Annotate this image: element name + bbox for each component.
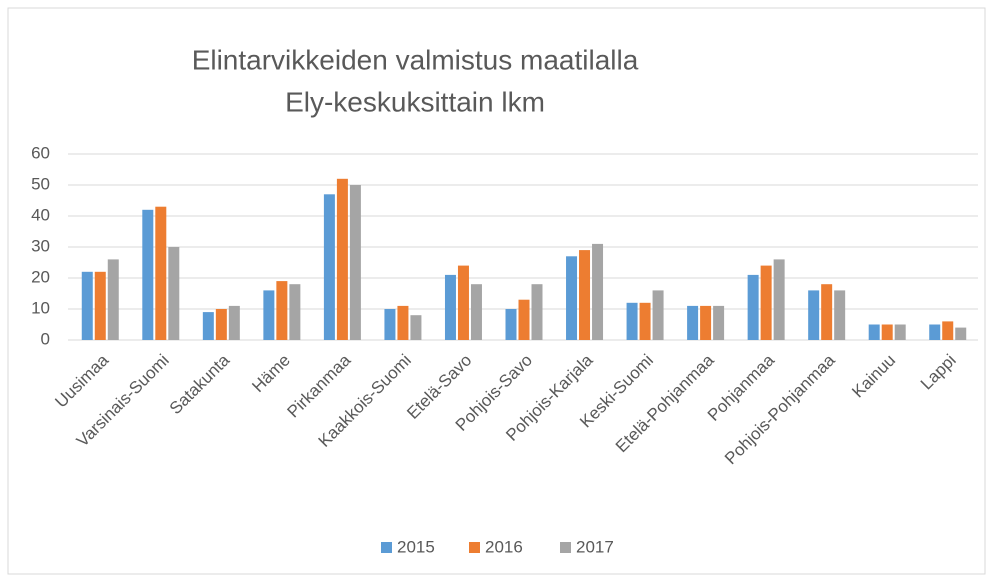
bar — [505, 309, 517, 340]
bar — [289, 284, 301, 340]
bar — [228, 305, 240, 340]
bar — [107, 259, 119, 340]
bar — [457, 265, 469, 340]
bar — [81, 271, 93, 340]
bar — [808, 290, 820, 340]
y-tick-label: 30 — [31, 236, 50, 255]
bar — [566, 256, 578, 340]
bar — [592, 243, 604, 340]
bar — [626, 302, 638, 340]
bar — [579, 250, 591, 340]
chart-title: Elintarvikkeiden valmistus maatilalla — [192, 44, 639, 75]
bar — [531, 284, 543, 340]
bar — [834, 290, 846, 340]
y-tick-label: 50 — [31, 174, 50, 193]
y-tick-label: 20 — [31, 267, 50, 286]
bar — [760, 265, 772, 340]
bar — [518, 299, 530, 340]
legend-label: 2016 — [485, 537, 523, 556]
bar — [384, 309, 396, 340]
bar — [639, 302, 651, 340]
chart-title: Ely-keskuksittain lkm — [285, 86, 545, 117]
legend-label: 2017 — [576, 537, 614, 556]
bar — [747, 274, 759, 340]
bar — [687, 305, 699, 340]
y-tick-label: 60 — [31, 143, 50, 162]
bar — [955, 327, 967, 340]
y-tick-label: 0 — [41, 329, 50, 348]
bar — [202, 312, 214, 340]
bar — [155, 206, 167, 340]
bar — [276, 281, 288, 340]
y-tick-label: 40 — [31, 205, 50, 224]
bar — [94, 271, 106, 340]
bar — [821, 284, 833, 340]
bar — [773, 259, 785, 340]
bar — [263, 290, 275, 340]
bar — [942, 321, 954, 340]
bar — [881, 324, 893, 340]
bar — [142, 209, 154, 340]
legend-swatch — [469, 542, 480, 553]
y-tick-label: 10 — [31, 298, 50, 317]
bar — [652, 290, 664, 340]
bar — [410, 315, 422, 340]
legend-swatch — [560, 542, 571, 553]
bar — [336, 178, 348, 340]
bar — [700, 305, 712, 340]
legend-label: 2015 — [397, 537, 435, 556]
bar — [323, 194, 335, 340]
bar — [349, 185, 361, 340]
bar — [444, 274, 456, 340]
legend-swatch — [381, 542, 392, 553]
bar — [215, 309, 227, 340]
bar — [397, 305, 409, 340]
bar — [713, 305, 725, 340]
bar — [168, 247, 180, 340]
bar — [868, 324, 880, 340]
bar — [894, 324, 906, 340]
bar — [470, 284, 482, 340]
bar — [929, 324, 941, 340]
